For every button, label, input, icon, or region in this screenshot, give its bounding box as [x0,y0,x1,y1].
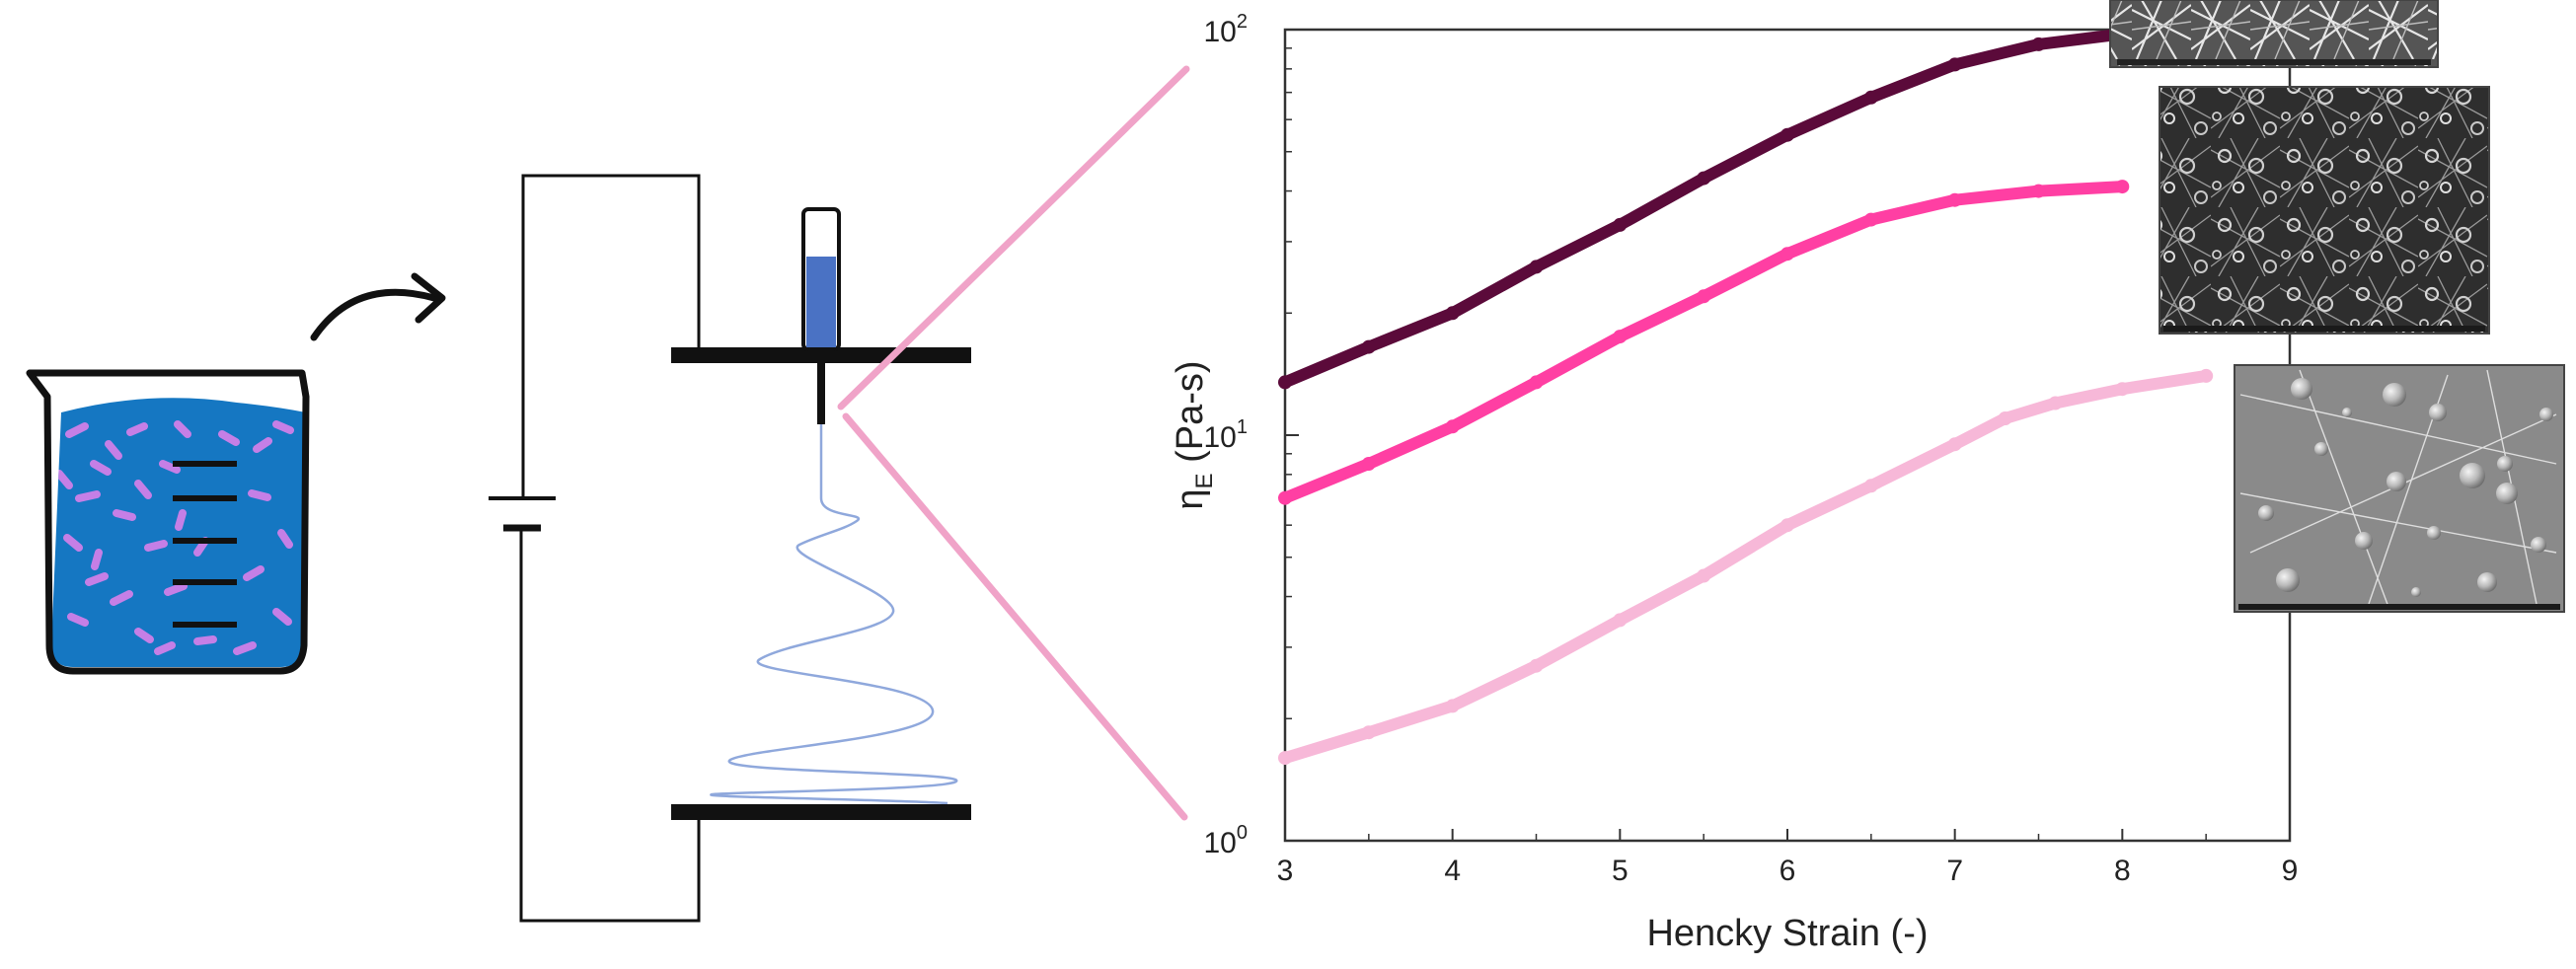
series-line-1 [1279,29,2120,389]
syringe-icon [801,207,841,424]
data-point [1361,725,1376,740]
y-axis-subscript: E [1191,473,1218,488]
x-axis: 3 4 5 6 7 8 9 [1277,829,2299,887]
data-point [1445,306,1460,321]
data-point [2115,180,2130,194]
data-point [1863,479,1878,493]
fiber-jet [710,424,958,805]
y-tick-label: 102 [1204,11,1249,48]
curved-arrow-icon [310,272,446,341]
data-point [1278,751,1292,766]
data-point [1445,699,1460,713]
circuit [519,174,701,923]
zoom-lines [837,65,1190,821]
data-point [1697,289,1711,304]
data-point [1780,247,1794,261]
data-point [1529,658,1544,673]
data-point [2031,184,2046,198]
beaker-icon [26,369,310,675]
sem-micrograph-middle [2159,86,2490,335]
data-point [1947,192,1962,207]
x-tick-label: 6 [1780,855,1796,887]
sem-micrograph-bottom [2234,364,2565,613]
y-axis-label: ηE (Pa-s) [1170,360,1218,509]
y-axis-unit: (Pa-s) [1170,360,1211,473]
data-point [1998,411,2012,425]
data-point [1613,613,1628,628]
series-layer [1278,28,2214,766]
data-point [1278,375,1292,390]
x-tick-label: 8 [2114,855,2131,887]
data-point [1780,127,1794,142]
data-point [1947,57,1962,72]
data-point [2115,382,2130,397]
data-point [1361,339,1376,354]
data-point [1613,217,1628,232]
y-tick-label: 101 [1204,416,1249,454]
data-point [2048,396,2063,410]
collector-plate [671,804,971,820]
data-point [2031,37,2046,51]
data-point [1697,568,1711,583]
sem-beads [2258,378,2553,597]
data-point [1947,437,1962,452]
chart: 3 4 5 6 7 8 9 100 101 102 Hencky Strain (-) ηE (… [1170,11,2298,954]
x-tick-label: 7 [1946,855,1963,887]
fiber-dashes [55,420,294,655]
y-axis-symbol: η [1170,488,1211,509]
data-point [1278,490,1292,505]
data-point [1361,457,1376,471]
data-point [1613,330,1628,344]
x-tick-label: 4 [1444,855,1461,887]
x-tick-label: 5 [1612,855,1629,887]
x-tick-label: 3 [1277,855,1294,887]
y-tick-label: 100 [1204,822,1249,859]
beaker-outline [26,369,310,675]
data-point [2199,368,2214,383]
x-axis-label: Hencky Strain (-) [1646,913,1928,954]
y-axis: 100 101 102 [1204,11,1299,859]
battery-icon [489,496,556,532]
x-tick-label: 9 [2282,855,2299,887]
data-point [1863,212,1878,227]
data-point [1529,260,1544,274]
series-line-2 [1279,181,2129,504]
data-point [1863,90,1878,105]
data-point [1780,518,1794,533]
data-point [1529,375,1544,390]
graduation-marks [173,461,237,628]
data-point [1697,171,1711,186]
data-point [1445,419,1460,434]
sem-micrograph-top [2109,0,2439,68]
